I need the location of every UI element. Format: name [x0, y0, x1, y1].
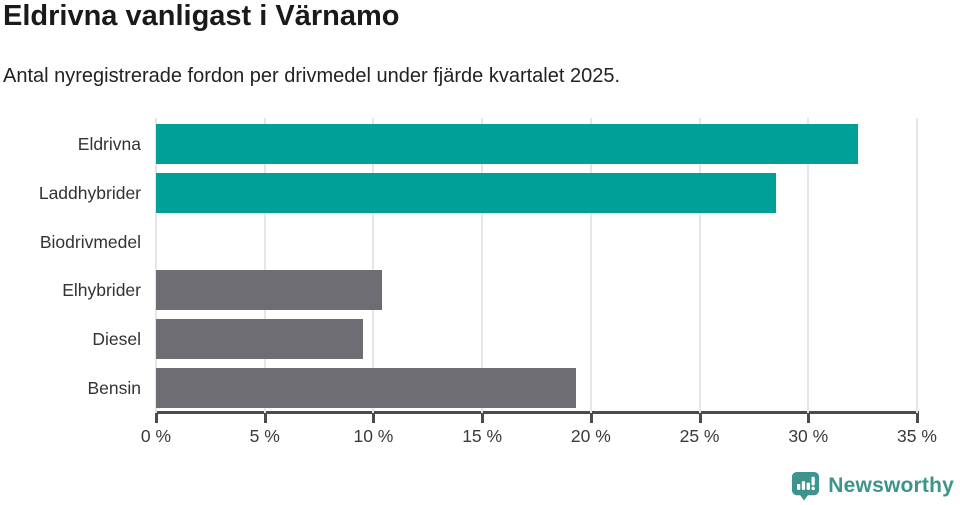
tick-15	[481, 411, 485, 423]
tick-label-5: 5 %	[249, 426, 280, 446]
category-label-eldrivna: Eldrivna	[77, 134, 141, 154]
brand-footer: Newsworthy	[790, 470, 954, 501]
gridline-0	[155, 118, 157, 413]
tick-35	[916, 411, 919, 423]
tick-label-35: 35 %	[897, 426, 937, 446]
bar-eldrivna	[156, 124, 859, 164]
tick-label-15: 15 %	[462, 426, 503, 446]
brand-name: Newsworthy	[828, 473, 954, 497]
tick-label-0: 0 %	[140, 426, 172, 446]
gridline-35	[916, 118, 918, 413]
bar-laddhybrider	[156, 172, 776, 213]
newsworthy-logo-icon	[792, 471, 820, 501]
tick-25	[698, 411, 702, 423]
chart-subtitle: Antal nyregistrerade fordon per drivmede…	[3, 65, 621, 87]
tick-label-10: 10 %	[353, 426, 394, 446]
chart-title: Eldrivna vanligast i Värnamo	[3, 0, 400, 32]
category-label-diesel: Diesel	[92, 329, 141, 350]
bar-diesel	[156, 319, 363, 360]
x-axis-line	[155, 411, 919, 414]
tick-5	[263, 411, 267, 423]
gridline-30	[807, 118, 810, 413]
gridline-25	[698, 118, 701, 413]
gridline-20	[589, 118, 592, 413]
gridline-5	[263, 118, 266, 413]
tick-30	[807, 411, 811, 423]
tick-label-20: 20 %	[570, 426, 611, 446]
gridline-10	[372, 118, 375, 413]
gridline-15	[481, 118, 484, 413]
bar-bensin	[156, 368, 576, 408]
plot-area	[155, 118, 918, 413]
tick-label-25: 25 %	[679, 426, 720, 446]
bar-elhybrider	[156, 270, 383, 311]
category-label-biodrivmedel: Biodrivmedel	[39, 231, 141, 252]
category-label-bensin: Bensin	[87, 378, 141, 398]
category-label-elhybrider: Elhybrider	[62, 280, 141, 301]
tick-0	[155, 411, 158, 423]
category-label-laddhybrider: Laddhybrider	[38, 182, 141, 203]
tick-20	[589, 411, 593, 423]
tick-label-30: 30 %	[788, 426, 829, 446]
tick-10	[372, 411, 376, 423]
